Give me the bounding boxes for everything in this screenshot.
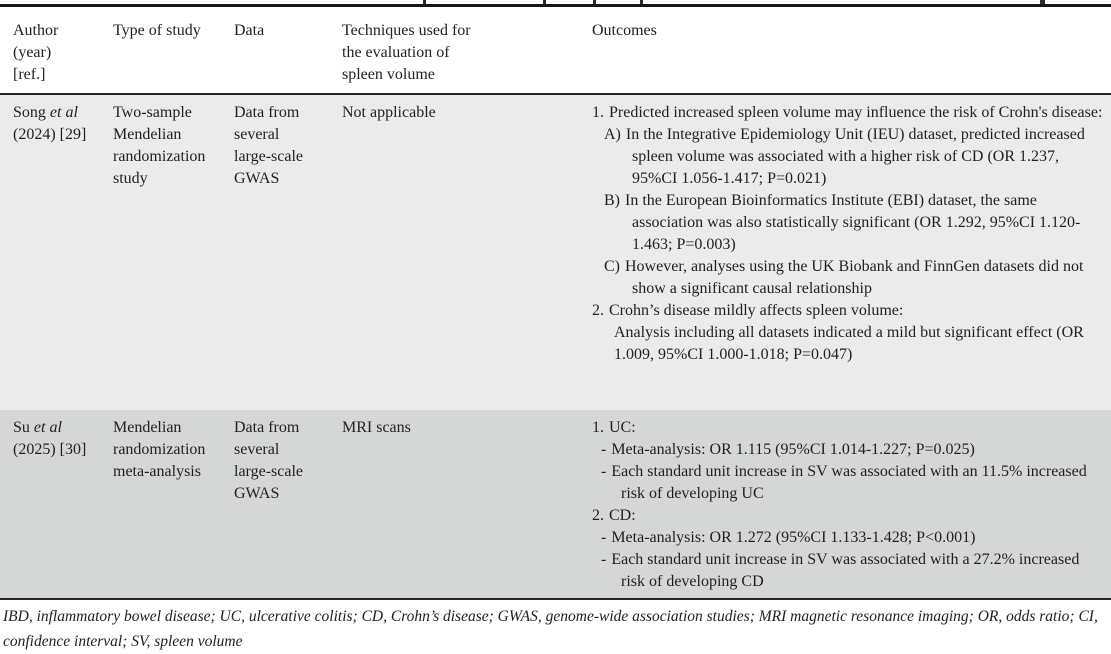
outcome-item: Analysis including all datasets indicate… [614, 324, 1084, 363]
column-header-outcomes: Outcomes [592, 22, 657, 39]
data-cell: Data from several large-scale GWAS [234, 419, 303, 502]
study-type-cell: Two-sample Mendelian randomization study [113, 104, 206, 187]
outcomes-cell: 1. UC: - Meta-analysis: OR 1.115 (95%CI 1.… [592, 417, 1103, 598]
table-top-border [0, 4, 1111, 7]
data-cell: Data from several large-scale GWAS [234, 104, 303, 187]
technique-cell: Not applicable [342, 104, 436, 121]
outcome-item: - Meta-analysis: OR 1.272 (95%CI 1.133-1.… [601, 529, 976, 546]
author-ref: (2025) [30] [13, 441, 87, 458]
author-name: Song [13, 104, 46, 121]
column-header-author: Author (year) [ref.] [13, 22, 59, 83]
outcome-item: A) In the Integrative Epidemiology Unit (… [604, 126, 1085, 187]
table-row-song: Song et al (2024) [29] Two-sample Mendel… [0, 95, 1111, 410]
column-header-study-type: Type of study [113, 22, 201, 39]
outcome-item: B) In the European Bioinformatics Institu… [604, 192, 1081, 253]
outcome-item: - Each standard unit increase in SV was a… [601, 551, 1080, 590]
table-row-su: Su et al (2025) [30] Mendelian randomiza… [0, 410, 1111, 598]
header-separator-rule [0, 93, 1111, 95]
author-cell: Su et al (2025) [30] [13, 417, 113, 598]
column-header-data: Data [234, 22, 265, 39]
author-etal: et al [49, 104, 78, 121]
author-ref: (2024) [29] [13, 126, 87, 143]
column-header-techniques: Techniques used for the evaluation of sp… [342, 22, 471, 83]
outcome-item: 2. Crohn’s disease mildly affects spleen … [592, 302, 904, 319]
technique-cell: MRI scans [342, 419, 411, 436]
outcomes-cell: 1. Predicted increased spleen volume may … [592, 102, 1103, 410]
author-cell: Song et al (2024) [29] [13, 102, 113, 410]
cropped-caption-remnant [0, 0, 1111, 4]
author-etal: et al [33, 419, 62, 436]
outcome-item: 1. UC: [592, 419, 636, 436]
outcome-item: - Each standard unit increase in SV was a… [601, 463, 1087, 502]
table-footnote: IBD, inflammatory bowel disease; UC, ulc… [0, 600, 1111, 654]
footnote-separator-rule [0, 598, 1111, 600]
table-header-row: Author (year) [ref.] Type of study Data … [0, 7, 1111, 93]
study-type-cell: Mendelian randomization meta-analysis [113, 419, 206, 480]
outcome-item: - Meta-analysis: OR 1.115 (95%CI 1.014-1.… [601, 441, 975, 458]
outcome-item: C) However, analyses using the UK Biobank… [604, 258, 1084, 297]
outcome-item: 1. Predicted increased spleen volume may … [592, 104, 1103, 121]
outcome-item: 2. CD: [592, 507, 636, 524]
author-name: Su [13, 419, 30, 436]
